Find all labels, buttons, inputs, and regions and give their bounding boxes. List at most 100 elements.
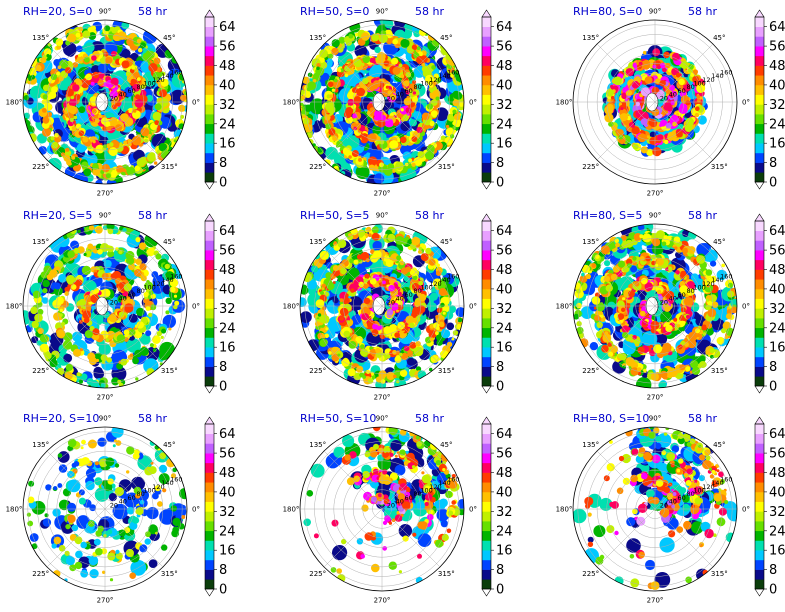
rain-cell [664,139,669,145]
colorbar-segment [205,337,214,348]
angle-tick-label: 45° [713,34,725,42]
rain-cell [304,104,312,112]
rain-cell [629,122,635,128]
rain-cell [139,263,147,271]
rain-cell [49,269,58,278]
rain-cell [135,237,141,243]
panel-time: 58 hr [688,5,717,18]
angle-tick-label: 270° [97,190,114,198]
colorbar-segment [205,75,214,86]
colorbar-segment [755,143,764,154]
colorbar-segment [482,94,491,105]
colorbar-tick-label: 24 [769,117,785,132]
rain-cell [392,38,399,45]
rain-cell [620,107,624,111]
rain-cell [145,246,149,250]
rain-cell [640,146,648,154]
rain-cell [394,20,406,28]
rain-cell [338,69,342,73]
rain-cell [146,153,156,162]
radial-tick-label: 160 [447,69,459,77]
panel: 20 40 60 801001201401600°45°90°135°180°225°… [283,209,513,402]
colorbar-segment [755,94,764,105]
rain-cell [642,59,651,68]
angle-tick-label: 135° [309,34,326,42]
rain-cell [123,140,128,145]
panel-title: RH=50, S=0 [300,5,369,18]
rain-cell [649,136,658,145]
colorbar-segment [205,279,214,290]
colorbar-segment [205,46,214,57]
rain-cell [116,165,124,173]
rain-cell [72,62,79,68]
rain-cell [368,164,375,171]
colorbar-segment [205,230,214,241]
colorbar-segment [205,162,214,173]
colorbar-segment [205,143,214,154]
rain-cell [23,95,30,101]
rain-cell [165,310,170,315]
rain-cell [111,50,117,57]
colorbar-extend-min [204,181,215,190]
rain-cell [103,51,109,57]
rain-cell [91,65,101,75]
angle-tick-label: 0° [742,99,750,107]
rain-cell [70,95,75,100]
panel-time: 58 hr [138,209,167,222]
rain-cell [652,64,657,69]
rain-cell [92,167,101,176]
angle-tick-label: 225° [582,163,599,171]
rain-cell [132,109,137,113]
rain-cell [31,320,39,329]
rain-cell [319,49,328,58]
colorbar-tick-label: 16 [219,137,236,152]
colorbar-segment [482,65,491,76]
rain-cell [136,321,144,329]
rain-cell [675,72,681,78]
rain-cell [459,102,464,107]
rain-cell [78,106,86,114]
rain-cell [671,52,680,61]
rain-cell [697,115,707,125]
colorbar-segment [755,75,764,86]
colorbar-segment [482,75,491,86]
rain-cell [454,92,463,100]
rain-cell [88,357,97,365]
rain-cell [83,252,87,257]
rain-cell [126,166,136,176]
radial-tick-label: 160 [170,273,182,281]
rain-cell [130,78,137,85]
colorbar-segment [205,26,214,37]
rain-cell [67,33,77,43]
rain-cell [60,321,66,327]
rain-cell [126,72,130,75]
rain-cell [429,292,438,301]
rain-cell [367,156,378,166]
rain-cell [379,162,384,168]
angle-tick-label: 225° [32,367,49,375]
colorbar-segment [482,55,491,66]
rain-cell [303,118,310,125]
rain-cell [642,50,647,55]
colorbar-segment [205,318,214,329]
rain-cell [328,128,336,136]
colorbar-segment [755,17,764,28]
rain-cell [126,256,135,265]
rain-cell [59,313,63,317]
rain-cell [145,306,151,311]
rain-cell [110,77,119,86]
colorbar-segment [205,104,214,115]
colorbar-extend-min [204,385,215,394]
colorbar-tick-label: 56 [769,40,785,55]
rain-cell [428,302,437,311]
rain-cell [429,120,435,127]
angle-tick-label: 225° [309,163,326,171]
rain-cell [40,57,47,64]
colorbar-segment [482,84,491,95]
rain-cell [80,300,84,304]
rain-cell [657,65,661,70]
colorbar-segment [482,114,491,125]
rain-cell [123,329,130,336]
colorbar-segment [482,143,491,154]
rain-cell [35,64,42,72]
